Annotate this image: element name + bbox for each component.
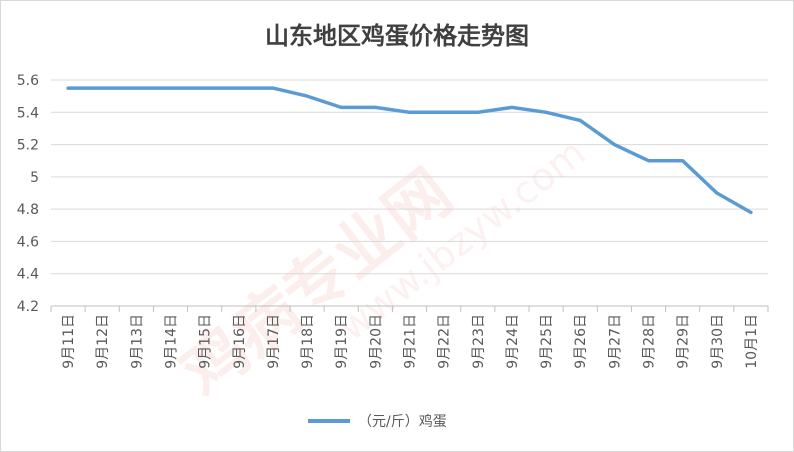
y-tick-label: 4.4 [17,267,39,283]
x-tick-label: 9月26日 [573,314,589,369]
x-tick-label: 9月27日 [607,314,623,369]
legend[interactable]: （元/斤）鸡蛋 [308,413,447,430]
x-tick-label: 9月24日 [505,314,521,369]
x-tick-label: 9月13日 [129,314,145,369]
x-tick-label: 9月17日 [266,314,282,369]
x-tick-label: 9月15日 [198,314,214,369]
y-tick-label: 5.6 [17,73,39,89]
y-tick-label: 5 [30,170,39,186]
x-tick-label: 9月30日 [710,314,726,369]
grid [51,79,768,275]
y-tick-label: 4.6 [17,234,39,250]
y-tick-label: 4.2 [17,299,39,315]
x-tick-label: 10月1日 [744,314,760,369]
x-tick-label: 9月14日 [164,314,180,369]
y-tick-label: 5.4 [17,105,39,121]
x-tick-label: 9月29日 [676,314,692,369]
y-axis: 4.2 4.4 4.6 4.8 5 5.2 5.4 5.6 [17,73,39,315]
x-axis: 9月11日 9月12日 9月13日 9月14日 9月15日 9月16日 9月17日 9月18日… [50,305,769,369]
x-tick-label: 9月20日 [368,314,384,369]
x-tick-label: 9月12日 [95,314,111,369]
x-tick-label: 9月22日 [437,314,453,369]
x-tick-label: 9月25日 [539,314,555,369]
legend-label: （元/斤）鸡蛋 [358,413,447,430]
x-tick-label: 9月11日 [61,314,77,369]
chart-title: 山东地区鸡蛋价格走势图 [265,22,529,50]
y-tick-label: 4.8 [17,202,39,218]
series [66,86,753,215]
x-tick-label: 9月23日 [471,314,487,369]
x-tick-label: 9月16日 [232,314,248,369]
y-tick-label: 5.2 [17,138,39,154]
x-tick-label: 9月28日 [642,314,658,369]
x-tick-label: 9月21日 [403,314,419,369]
x-tick-label: 9月18日 [300,314,316,369]
x-tick-label: 9月19日 [334,314,350,369]
